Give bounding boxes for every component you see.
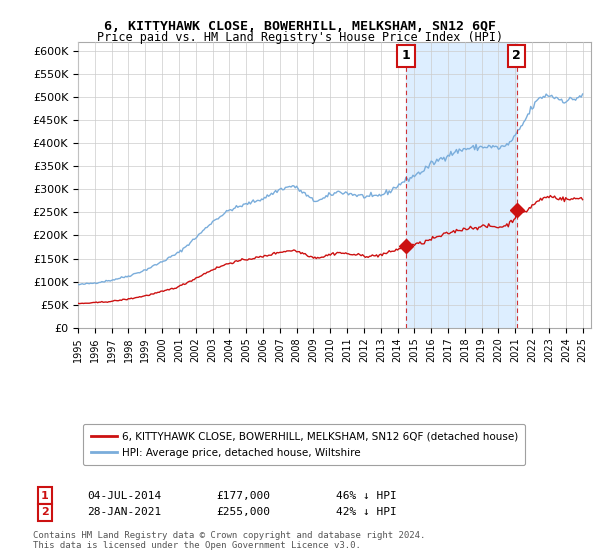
Text: 28-JAN-2021: 28-JAN-2021	[87, 507, 161, 517]
Text: 2: 2	[41, 507, 49, 517]
Text: 46% ↓ HPI: 46% ↓ HPI	[336, 491, 397, 501]
Text: 6, KITTYHAWK CLOSE, BOWERHILL, MELKSHAM, SN12 6QF: 6, KITTYHAWK CLOSE, BOWERHILL, MELKSHAM,…	[104, 20, 496, 32]
Legend: 6, KITTYHAWK CLOSE, BOWERHILL, MELKSHAM, SN12 6QF (detached house), HPI: Average: 6, KITTYHAWK CLOSE, BOWERHILL, MELKSHAM,…	[83, 424, 525, 465]
Text: 2: 2	[512, 49, 521, 62]
Text: Price paid vs. HM Land Registry's House Price Index (HPI): Price paid vs. HM Land Registry's House …	[97, 31, 503, 44]
Text: £255,000: £255,000	[216, 507, 270, 517]
Text: 1: 1	[401, 49, 410, 62]
Bar	[406, 42, 517, 328]
Text: 04-JUL-2014: 04-JUL-2014	[87, 491, 161, 501]
Text: £177,000: £177,000	[216, 491, 270, 501]
Text: 1: 1	[41, 491, 49, 501]
Text: Contains HM Land Registry data © Crown copyright and database right 2024.
This d: Contains HM Land Registry data © Crown c…	[33, 530, 425, 550]
Text: 42% ↓ HPI: 42% ↓ HPI	[336, 507, 397, 517]
